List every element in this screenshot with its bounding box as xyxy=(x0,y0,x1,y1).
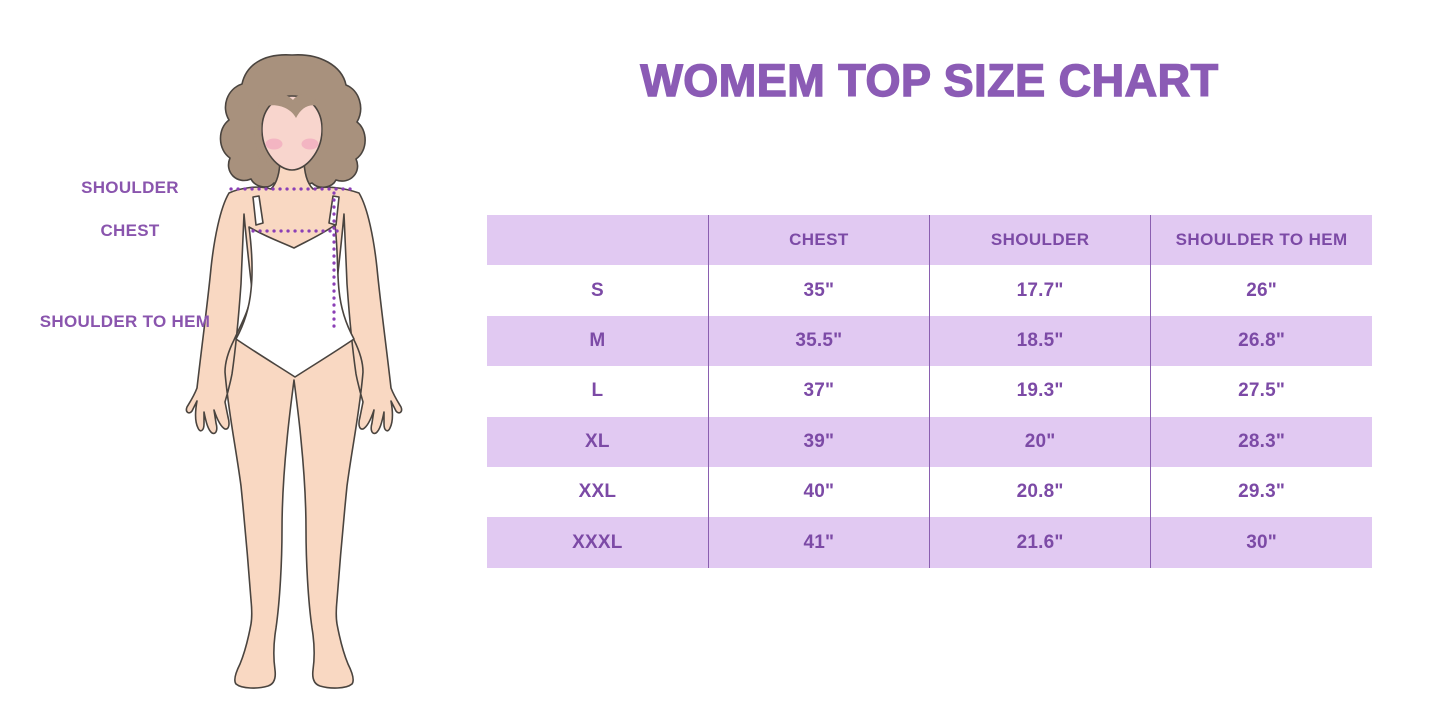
bodysuit xyxy=(235,224,355,378)
shoulder-to-hem-value: 28.3" xyxy=(1150,416,1372,467)
chest-value: 41" xyxy=(707,517,930,568)
blush-right xyxy=(301,138,319,150)
page-title: WOMEM TOP SIZE CHART xyxy=(640,54,1219,106)
chest-value: 37" xyxy=(707,366,930,417)
table-row: L 37" 19.3" 27.5" xyxy=(487,366,1372,417)
header-shoulder: SHOULDER xyxy=(928,215,1151,266)
size-label: XXL xyxy=(487,466,709,518)
shoulder-value: 17.7" xyxy=(928,265,1151,316)
woman-figure-illustration xyxy=(185,54,403,689)
shoulder-value: 20" xyxy=(928,416,1151,467)
size-label: XXXL xyxy=(487,517,709,568)
shoulder-to-hem-value: 27.5" xyxy=(1150,366,1372,417)
hair-lock-left xyxy=(254,100,267,163)
size-label: XL xyxy=(487,416,709,467)
table-header-row: CHEST SHOULDER SHOULDER TO HEM xyxy=(487,215,1372,266)
bodysuit-strap-left xyxy=(252,195,264,226)
blush-left xyxy=(265,138,283,150)
shoulder-to-hem-value: 26.8" xyxy=(1150,315,1372,367)
shoulder-value: 18.5" xyxy=(928,315,1151,367)
size-label: S xyxy=(487,265,709,316)
header-size xyxy=(487,215,709,266)
chest-value: 40" xyxy=(707,466,930,518)
table-row: XXXL 41" 21.6" 30" xyxy=(487,517,1372,568)
shoulder-to-hem-value: 29.3" xyxy=(1150,466,1372,518)
table-row: S 35" 17.7" 26" xyxy=(487,265,1372,316)
shoulder-value: 20.8" xyxy=(928,466,1151,518)
shoulder-to-hem-value: 30" xyxy=(1150,517,1372,568)
chest-value: 35.5" xyxy=(707,315,930,367)
table-row: XXL 40" 20.8" 29.3" xyxy=(487,466,1372,518)
hair-lock-right xyxy=(317,100,330,163)
face xyxy=(261,95,323,171)
header-shoulder-to-hem: SHOULDER TO HEM xyxy=(1150,215,1372,266)
header-chest: CHEST xyxy=(707,215,930,266)
shoulder-label: SHOULDER xyxy=(81,178,179,197)
chest-value: 35" xyxy=(707,265,930,316)
size-label: L xyxy=(487,366,709,417)
shoulder-to-hem-label: SHOULDER TO HEM xyxy=(39,312,211,331)
table-row: XL 39" 20" 28.3" xyxy=(487,416,1372,467)
bodysuit-strap-right xyxy=(328,195,340,226)
hair-fringe xyxy=(262,94,322,118)
shoulder-value: 21.6" xyxy=(928,517,1151,568)
table-row: M 35.5" 18.5" 26.8" xyxy=(487,315,1372,367)
chest-label: CHEST xyxy=(100,221,160,240)
size-label: M xyxy=(487,315,709,367)
shoulder-to-hem-value: 26" xyxy=(1150,265,1372,316)
size-table: CHEST SHOULDER SHOULDER TO HEM S 35" 17.… xyxy=(487,215,1372,568)
body-silhouette xyxy=(185,157,403,689)
chest-value: 39" xyxy=(707,416,930,467)
shoulder-value: 19.3" xyxy=(928,366,1151,417)
